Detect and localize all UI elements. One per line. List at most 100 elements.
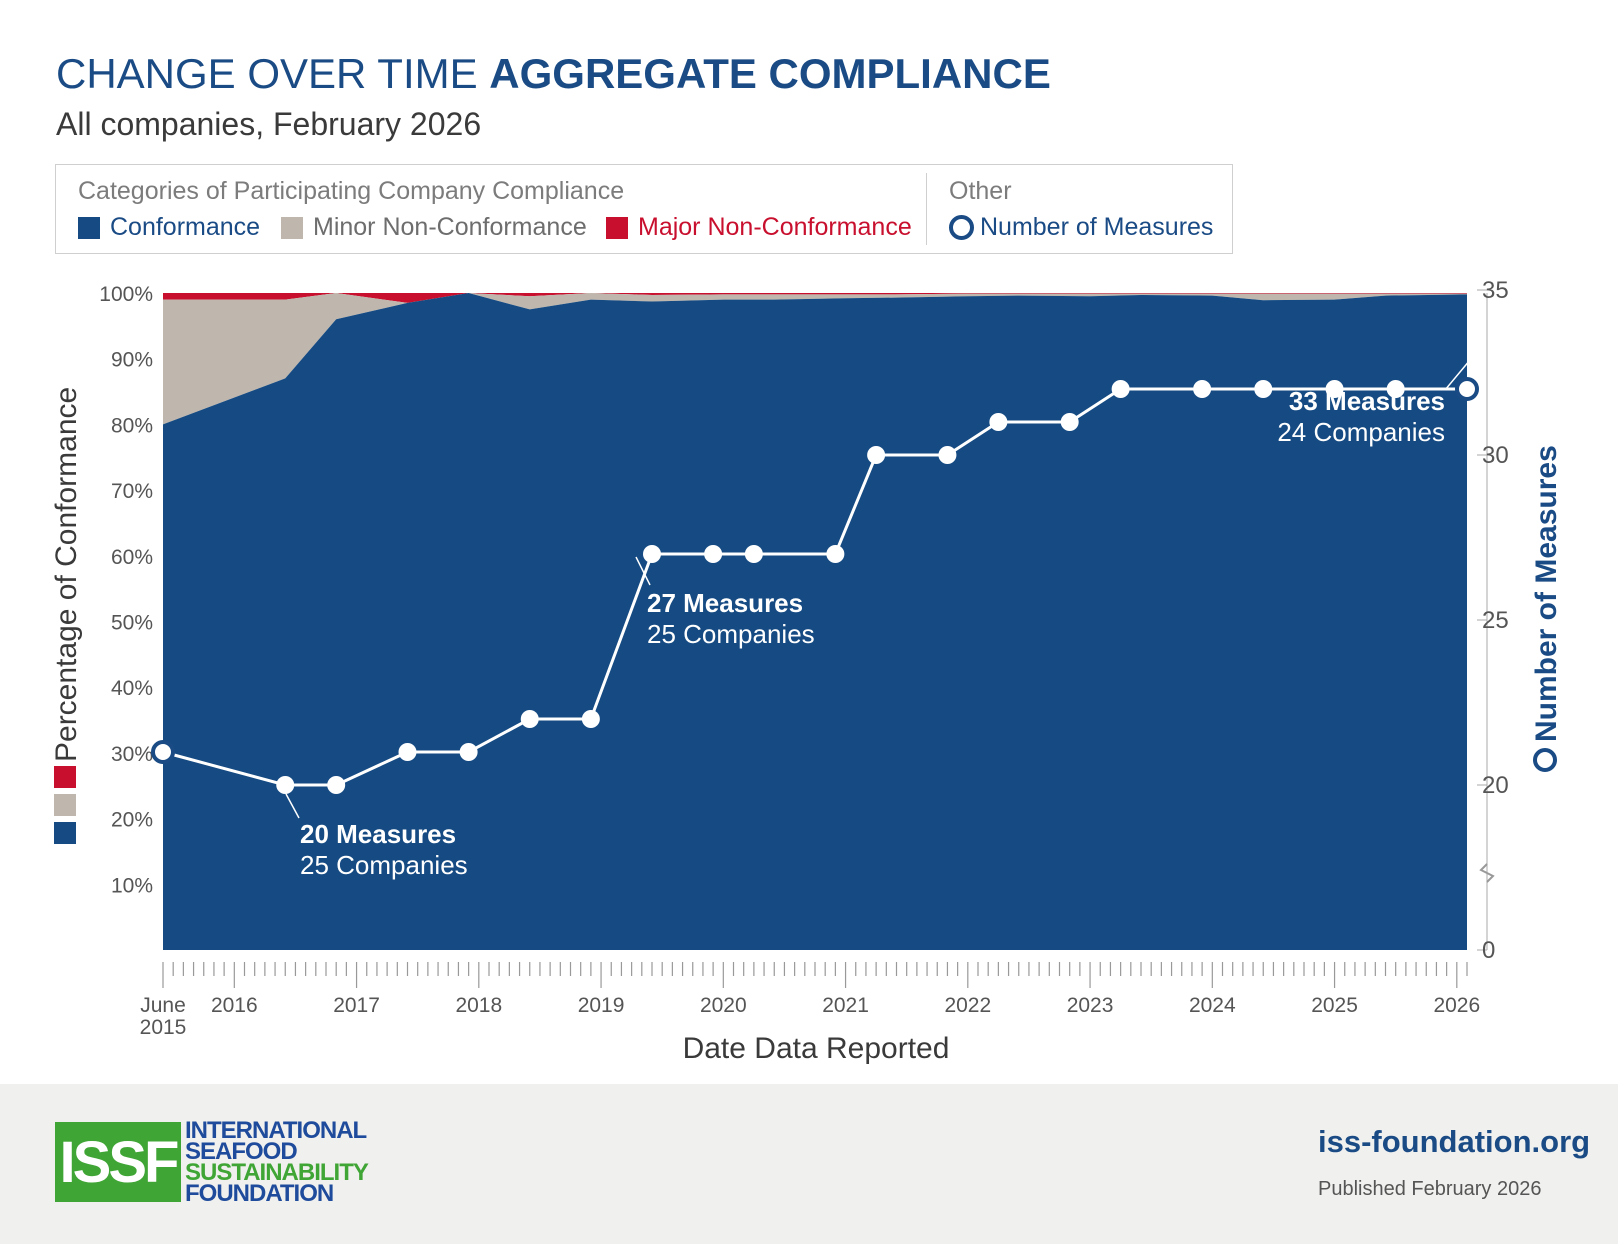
y-left-tick-label: 30% bbox=[111, 743, 153, 766]
x-tick-label: 2021 bbox=[822, 994, 869, 1017]
legend-item-measures: Number of Measures bbox=[949, 213, 1213, 242]
x-tick-label-start-year: 2015 bbox=[140, 1016, 187, 1039]
ylabel-minor-swatch bbox=[54, 794, 76, 816]
ylabel-conformance-swatch bbox=[54, 822, 76, 844]
major-swatch bbox=[606, 216, 628, 239]
y-left-tick-label: 40% bbox=[111, 677, 153, 700]
annotation-leader-line bbox=[1444, 359, 1471, 391]
axis-break-mark bbox=[1479, 863, 1495, 883]
minor-swatch bbox=[281, 216, 303, 239]
legend-divider bbox=[926, 173, 927, 245]
measures-point bbox=[643, 545, 661, 563]
x-tick-label: 2018 bbox=[455, 994, 502, 1017]
x-tick-label: 2026 bbox=[1433, 994, 1480, 1017]
y-left-tick-label: 100% bbox=[99, 283, 153, 306]
annotation-subtitle: 25 Companies bbox=[647, 619, 815, 649]
measures-point bbox=[989, 413, 1008, 431]
compliance-chart: 10% 20% 30% 40% 50% 60% 70% 80% 90% 100% Percentag… bbox=[50, 277, 1563, 1065]
measures-point bbox=[1111, 380, 1130, 398]
x-tick-label: 2024 bbox=[1189, 994, 1236, 1017]
logo-line-2: SEAFOOD bbox=[185, 1138, 298, 1165]
page-title: CHANGE OVER TIME AGGREGATE COMPLIANCE bbox=[56, 50, 1051, 98]
y-right-axis-title: Number of Measures bbox=[1530, 445, 1563, 742]
measures-point bbox=[1060, 413, 1079, 431]
measures-point bbox=[1254, 380, 1273, 398]
measures-point-ring bbox=[151, 740, 175, 764]
y-left-tick-label: 10% bbox=[111, 874, 153, 897]
legend: Categories of Participating Company Comp… bbox=[55, 164, 1233, 254]
logo-line-4: FOUNDATION bbox=[185, 1180, 334, 1207]
measures-point bbox=[826, 545, 845, 563]
measures-point-ring bbox=[1455, 377, 1479, 401]
measures-point bbox=[581, 710, 600, 728]
logo-text: INTERNATIONAL SEAFOOD SUSTAINABILITY FOU… bbox=[185, 1117, 369, 1207]
measures-point bbox=[704, 545, 723, 563]
measures-point bbox=[520, 710, 539, 728]
x-tick-label: 2023 bbox=[1067, 994, 1114, 1017]
y-left-tick-label: 60% bbox=[111, 546, 153, 569]
x-tick-label: 2017 bbox=[333, 994, 380, 1017]
footer: ISSF INTERNATIONAL SEAFOOD SUSTAINABILIT… bbox=[0, 1084, 1618, 1244]
measures-point bbox=[744, 545, 763, 563]
measures-point bbox=[276, 776, 295, 794]
y-left-tick-label: 90% bbox=[111, 349, 153, 372]
area-minor-non-conformance bbox=[163, 293, 1467, 425]
y-right-tick-label: 35 bbox=[1482, 277, 1509, 304]
measures-point bbox=[459, 743, 478, 761]
y-left-tick-label: 20% bbox=[111, 809, 153, 832]
annotation-leader-line bbox=[635, 556, 651, 586]
issf-logo: ISSF INTERNATIONAL SEAFOOD SUSTAINABILIT… bbox=[55, 1117, 369, 1207]
y-left-tick-label: 70% bbox=[111, 480, 153, 503]
legend-item-major: Major Non-Conformance bbox=[606, 213, 912, 242]
logo-mark: ISSF bbox=[55, 1122, 181, 1202]
annotation-title: 27 Measures bbox=[647, 588, 803, 618]
legend-label-minor: Minor Non-Conformance bbox=[313, 213, 587, 241]
legend-label-major: Major Non-Conformance bbox=[638, 213, 912, 241]
conformance-swatch bbox=[78, 216, 100, 239]
measures-point bbox=[1325, 380, 1344, 398]
measures-point bbox=[938, 446, 957, 464]
legend-other-heading: Other bbox=[949, 177, 1012, 205]
y-right-tick-label: 25 bbox=[1482, 607, 1509, 634]
measures-point bbox=[1386, 380, 1405, 398]
y-left-tick-label: 50% bbox=[111, 612, 153, 635]
ylabel-major-swatch bbox=[54, 766, 76, 788]
measures-point bbox=[327, 776, 346, 794]
logo-line-1: INTERNATIONAL bbox=[185, 1117, 367, 1144]
y-left-tick-label: 80% bbox=[111, 414, 153, 437]
y-right-tick-label: 20 bbox=[1482, 772, 1509, 799]
area-major-non-conformance bbox=[163, 293, 1467, 303]
page-subtitle: All companies, February 2026 bbox=[56, 106, 482, 142]
measures-point bbox=[1193, 380, 1212, 398]
x-tick-label-start-month: June bbox=[140, 994, 186, 1017]
measures-point bbox=[867, 446, 886, 464]
annotation-subtitle: 24 Companies bbox=[1277, 417, 1445, 447]
x-tick-label: 2025 bbox=[1311, 994, 1358, 1017]
y-right-tick-label: 0 bbox=[1482, 937, 1495, 964]
title-bold: AGGREGATE COMPLIANCE bbox=[489, 50, 1051, 97]
annotation-title: 20 Measures bbox=[300, 819, 456, 849]
annotation-title: 33 Measures bbox=[1289, 386, 1445, 416]
x-axis-title: Date Data Reported bbox=[683, 1032, 950, 1065]
legend-label-conformance: Conformance bbox=[110, 213, 261, 241]
measures-point bbox=[398, 743, 417, 761]
logo-line-3: SUSTAINABILITY bbox=[185, 1159, 369, 1186]
legend-item-minor: Minor Non-Conformance bbox=[281, 213, 587, 242]
legend-categories-heading: Categories of Participating Company Comp… bbox=[78, 177, 625, 205]
y-left-axis-title: Percentage of Conformance bbox=[50, 387, 83, 762]
annotation-subtitle: 25 Companies bbox=[300, 850, 468, 880]
annotation-leader-line bbox=[285, 793, 300, 819]
legend-item-conformance: Conformance bbox=[78, 213, 260, 242]
measures-ring-icon bbox=[949, 215, 974, 240]
legend-label-measures: Number of Measures bbox=[980, 213, 1214, 241]
y-right-ring-icon bbox=[1533, 748, 1557, 772]
x-tick-label: 2016 bbox=[211, 994, 258, 1017]
website-link[interactable]: iss-foundation.org bbox=[1318, 1124, 1591, 1159]
published-date: Published February 2026 bbox=[1318, 1178, 1542, 1200]
area-conformance bbox=[163, 293, 1467, 950]
title-light: CHANGE OVER TIME bbox=[56, 50, 478, 97]
x-tick-label: 2019 bbox=[578, 994, 625, 1017]
x-tick-label: 2020 bbox=[700, 994, 747, 1017]
x-tick-label: 2022 bbox=[944, 994, 991, 1017]
y-right-tick-label: 30 bbox=[1482, 442, 1509, 469]
